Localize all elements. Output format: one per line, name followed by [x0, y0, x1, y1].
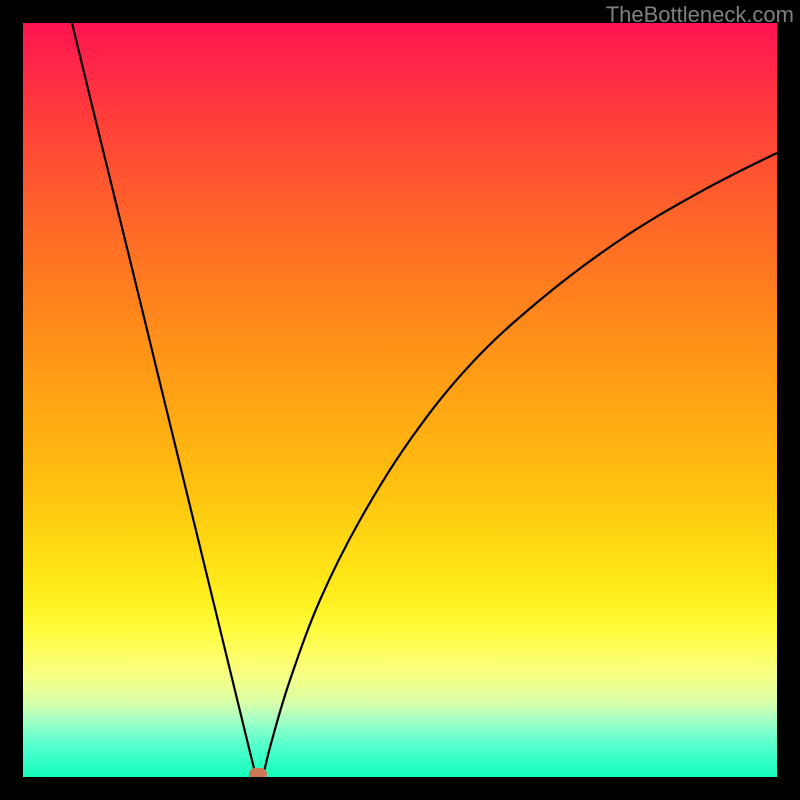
gradient-background [23, 23, 777, 777]
watermark-text: TheBottleneck.com [606, 2, 794, 28]
border-left [0, 0, 23, 800]
chart-container: TheBottleneck.com [0, 0, 800, 800]
border-right [777, 0, 800, 800]
border-bottom [0, 777, 800, 800]
